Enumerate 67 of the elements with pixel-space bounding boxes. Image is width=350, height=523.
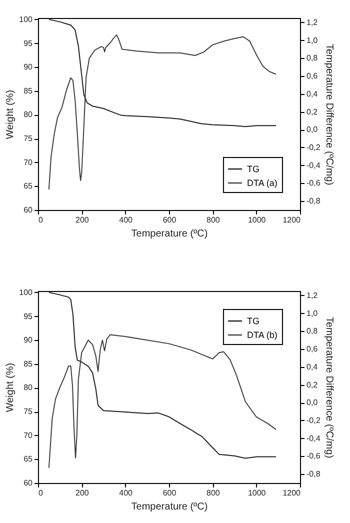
y2-tick-label: 0,8 — [306, 326, 318, 336]
y-tick-label: 90 — [24, 62, 34, 72]
y2-tick-label: -0,2 — [306, 142, 321, 152]
y2-tick-label: 1,2 — [306, 290, 318, 300]
x-tick-label: 400 — [119, 488, 134, 498]
y2-tick-label: 1,2 — [306, 18, 318, 27]
x-axis-title: Temperature (ºC) — [131, 228, 208, 240]
y2-tick-label: 0,0 — [306, 125, 318, 134]
y2-tick-label: -0,6 — [306, 178, 321, 188]
y2-tick-label: -0,6 — [306, 452, 321, 461]
x-tick-label: 600 — [162, 488, 177, 498]
x-tick-label: 200 — [75, 488, 90, 498]
y-tick-label: 100 — [19, 14, 34, 24]
y-tick-label: 80 — [24, 383, 34, 392]
y2-tick-label: 0,0 — [306, 398, 318, 408]
y2-tick-label: 0,6 — [306, 344, 318, 354]
y-tick-label: 60 — [24, 206, 34, 214]
y-tick-label: 85 — [24, 359, 34, 368]
y2-tick-label: -0,2 — [306, 416, 321, 425]
y2-tick-label: -0,4 — [306, 160, 321, 170]
y-axis-title: Weight (%) — [5, 90, 16, 140]
y-tick-label: 100 — [19, 288, 34, 297]
x-tick-label: 800 — [206, 488, 220, 498]
y2-axis-title: Temperature Difference (ºC/mg) — [323, 44, 334, 186]
y2-tick-label: 0,8 — [306, 54, 318, 63]
x-tick-label: 1000 — [248, 216, 266, 224]
y2-tick-label: 0,4 — [306, 89, 318, 98]
y-tick-label: 65 — [24, 454, 34, 464]
x-tick-label: 1000 — [248, 488, 266, 498]
y-tick-label: 85 — [24, 86, 34, 96]
x-tick-label: 1200 — [282, 216, 302, 224]
y2-tick-label: -0,8 — [306, 196, 321, 206]
y2-tick-label: 1,0 — [306, 36, 318, 45]
line-series — [48, 34, 276, 190]
line-series — [48, 292, 276, 459]
y2-axis-title: Temperature Difference (ºC/mg) — [323, 316, 334, 458]
y-tick-label: 60 — [24, 478, 34, 488]
y2-tick-label: -0,4 — [306, 434, 321, 443]
y-tick-label: 65 — [24, 182, 34, 191]
y2-tick-label: 0,6 — [306, 72, 318, 81]
x-tick-label: 0 — [38, 216, 44, 224]
x-tick-label: 1200 — [282, 488, 302, 498]
y2-tick-label: 1,0 — [306, 308, 318, 318]
y2-tick-label: 0,2 — [306, 380, 318, 390]
x-tick-label: 800 — [206, 216, 220, 224]
y-tick-label: 70 — [24, 158, 34, 167]
y-tick-label: 80 — [24, 110, 34, 120]
x-tick-label: 600 — [162, 216, 177, 224]
line-series — [48, 18, 276, 128]
y2-tick-label: 0,4 — [306, 362, 318, 372]
legend-label: DTA (b) — [247, 330, 278, 340]
x-tick-label: 400 — [119, 216, 134, 224]
x-axis-title: Temperature (ºC) — [131, 502, 208, 512]
y-tick-label: 90 — [24, 336, 34, 345]
y-tick-label: 95 — [24, 312, 34, 321]
y-axis-title: Weight (%) — [5, 362, 16, 412]
legend-label: DTA (a) — [247, 178, 278, 188]
y2-tick-label: 0,2 — [306, 107, 318, 116]
y-tick-label: 75 — [24, 407, 34, 416]
legend-label: TG — [247, 164, 260, 174]
y-tick-label: 70 — [24, 430, 34, 440]
y-tick-label: 95 — [24, 38, 34, 48]
legend-label: TG — [247, 316, 260, 326]
x-tick-label: 200 — [75, 216, 90, 224]
y-tick-label: 75 — [24, 134, 34, 144]
y2-tick-label: -0,8 — [306, 470, 321, 479]
x-tick-label: 0 — [38, 488, 44, 498]
